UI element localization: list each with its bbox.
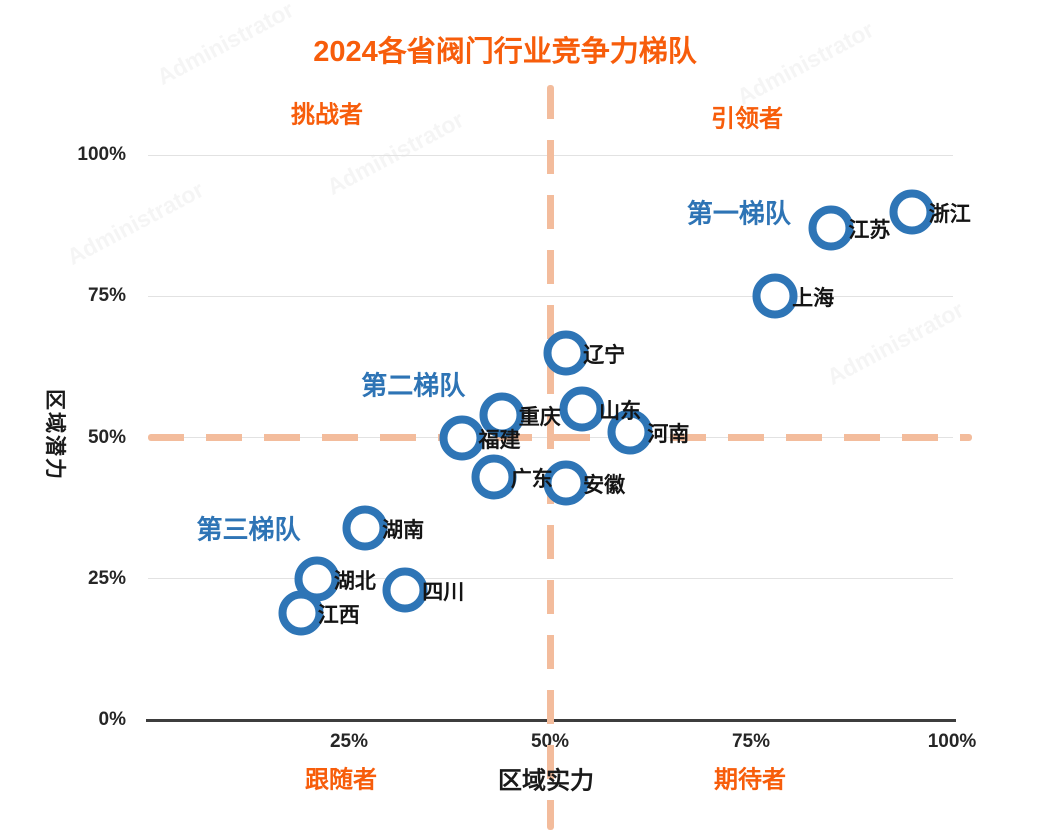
- point-label-重庆: 重庆: [518, 405, 561, 429]
- tier-label-1: 第一梯队: [686, 198, 791, 228]
- point-marker-重庆: [479, 392, 525, 438]
- point-marker-福建: [439, 415, 485, 460]
- point-label-辽宁: 辽宁: [583, 343, 626, 367]
- y-tick-50%: 50%: [87, 426, 126, 448]
- chart-title: 2024各省阀门行业竞争力梯队: [313, 36, 697, 68]
- point-label-上海: 上海: [792, 287, 835, 311]
- quadrant-label-leaders: 引领者: [711, 105, 783, 133]
- point-label-浙江: 浙江: [928, 202, 971, 226]
- y-tick-25%: 25%: [87, 567, 126, 589]
- y-tick-75%: 75%: [87, 285, 126, 307]
- point-marker-浙江: [889, 189, 935, 234]
- quadrant-label-hopefuls: 期待者: [714, 766, 786, 794]
- x-tick-25%: 25%: [329, 731, 369, 752]
- point-marker-上海: [752, 273, 798, 319]
- tier-label-3: 第三梯队: [196, 514, 301, 545]
- point-label-四川: 四川: [422, 581, 465, 605]
- watermark: Administrator: [152, 0, 298, 90]
- point-label-安徽: 安徽: [583, 473, 626, 497]
- reference-line-horizontal: [148, 434, 972, 441]
- point-label-湖南: 湖南: [382, 518, 425, 542]
- point-marker-辽宁: [543, 330, 589, 376]
- watermark: Administrator: [62, 176, 208, 270]
- x-tick-100%: 100%: [927, 731, 977, 752]
- y-tick-0%: 0%: [98, 709, 126, 730]
- point-marker-广东: [471, 454, 517, 500]
- quadrant-label-challengers: 挑战者: [291, 101, 363, 129]
- reference-line-vertical: [546, 85, 554, 830]
- point-marker-湖南: [342, 505, 388, 551]
- point-label-江西: 江西: [317, 603, 360, 627]
- point-marker-安徽: [543, 460, 589, 506]
- point-marker-江苏: [808, 205, 854, 251]
- tier-label-2: 第二梯队: [361, 370, 466, 401]
- point-label-福建: 福建: [478, 428, 521, 452]
- quadrant-label-followers: 跟随者: [305, 766, 377, 794]
- y-tick-100%: 100%: [77, 144, 126, 165]
- x-axis-title: 区域实力: [498, 767, 594, 795]
- point-marker-四川: [382, 567, 428, 613]
- point-label-山东: 山东: [599, 400, 642, 424]
- point-marker-河南: [607, 409, 653, 455]
- watermark: Administrator: [822, 296, 968, 390]
- x-tick-75%: 75%: [731, 731, 771, 752]
- watermark: Administrator: [732, 16, 878, 110]
- point-label-河南: 河南: [647, 422, 690, 446]
- point-label-广东: 广东: [510, 468, 553, 492]
- point-label-江苏: 江苏: [848, 219, 891, 243]
- point-marker-山东: [559, 386, 605, 432]
- point-label-湖北: 湖北: [333, 569, 376, 593]
- point-marker-江西: [278, 590, 324, 636]
